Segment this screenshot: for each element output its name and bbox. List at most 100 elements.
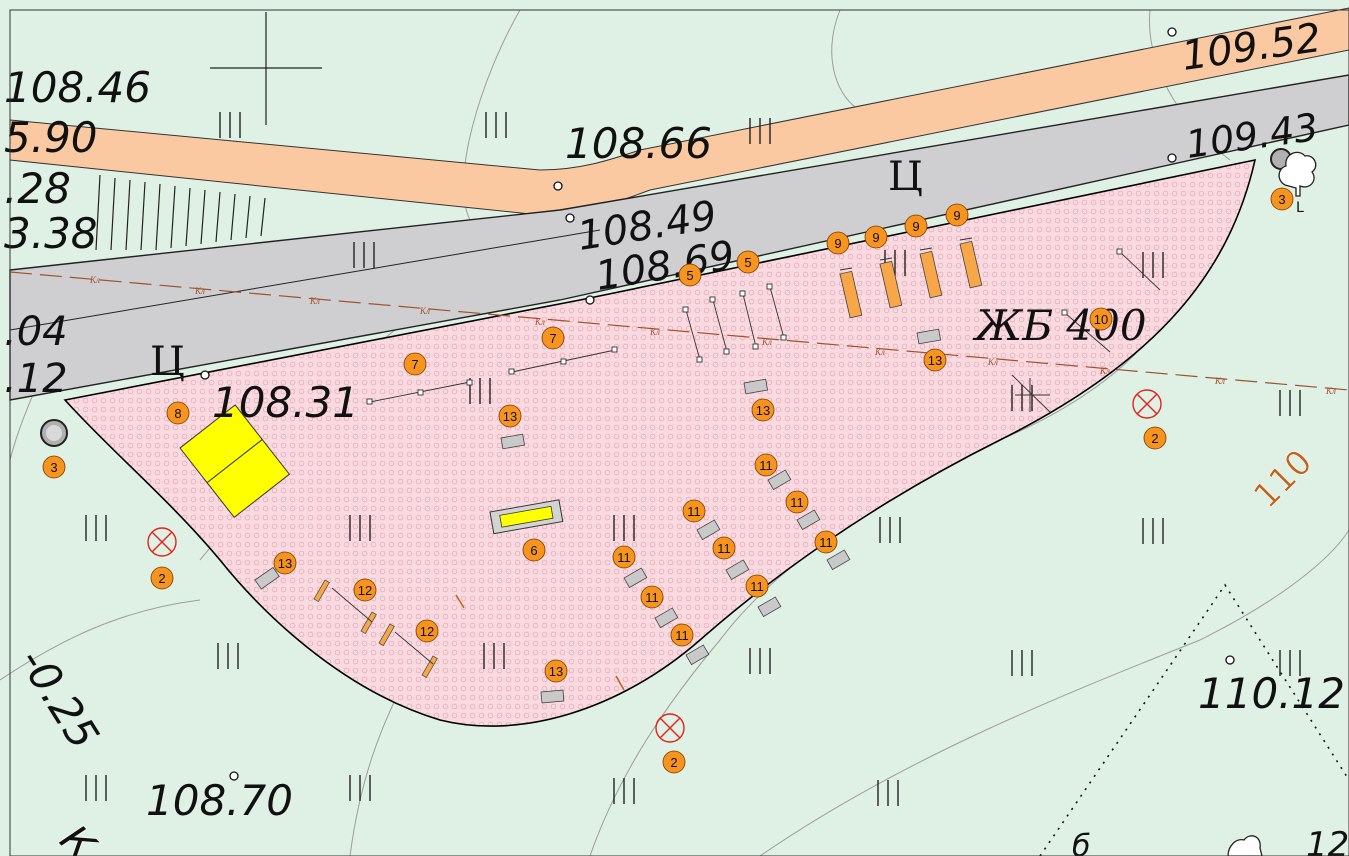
svg-text:7: 7 xyxy=(411,357,418,372)
marker-9: 9 xyxy=(826,231,850,255)
svg-text:.12: .12 xyxy=(4,356,68,402)
pipe-label: ЖБ 400 xyxy=(972,301,1147,350)
letter-l: L xyxy=(1296,200,1304,216)
svg-text:Кл: Кл xyxy=(194,286,205,296)
svg-text:Кл: Кл xyxy=(1099,366,1110,376)
marker-11: 11 xyxy=(612,545,636,569)
svg-text:Кл: Кл xyxy=(874,347,885,357)
marker-12: 12 xyxy=(415,619,439,643)
svg-text:108.70: 108.70 xyxy=(146,776,293,825)
svg-text:Ц: Ц xyxy=(150,339,185,385)
grid-cross xyxy=(210,12,322,125)
svg-text:11: 11 xyxy=(617,550,631,565)
svg-text:9: 9 xyxy=(912,219,919,234)
marker-3: 3 xyxy=(1270,187,1294,211)
bench-posts xyxy=(839,237,973,271)
svg-text:6: 6 xyxy=(530,543,537,558)
svg-text:11: 11 xyxy=(759,458,773,473)
marker-9: 9 xyxy=(904,214,928,238)
svg-text:Кл: Кл xyxy=(89,275,100,285)
svg-text:Кл: Кл xyxy=(309,296,320,306)
svg-text:108.31: 108.31 xyxy=(212,378,359,427)
svg-text:11: 11 xyxy=(819,535,833,550)
manholes xyxy=(40,148,1292,447)
marker-12: 12 xyxy=(353,578,377,602)
svg-text:2: 2 xyxy=(158,571,165,586)
hatched-area xyxy=(95,174,266,251)
letter-b: б xyxy=(1072,829,1091,856)
grey-equipment xyxy=(254,328,942,704)
svg-text:10: 10 xyxy=(1094,312,1108,327)
svg-text:13: 13 xyxy=(549,664,563,679)
svg-text:7: 7 xyxy=(549,331,556,346)
svg-text:11: 11 xyxy=(645,590,659,605)
marker-13: 13 xyxy=(273,551,297,575)
survey-points xyxy=(200,27,1235,781)
svg-text:13: 13 xyxy=(756,403,770,418)
marker-8: 8 xyxy=(166,401,190,425)
svg-text:9: 9 xyxy=(953,208,960,223)
svg-text:11: 11 xyxy=(687,504,701,519)
svg-text:3.38: 3.38 xyxy=(4,209,98,258)
svg-text:110.12: 110.12 xyxy=(1198,669,1345,718)
svg-text:11: 11 xyxy=(675,628,689,643)
marker-9: 9 xyxy=(864,225,888,249)
svg-text:2: 2 xyxy=(1151,431,1158,446)
svg-text:Кл: Кл xyxy=(534,317,545,327)
marker-11: 11 xyxy=(785,490,809,514)
grass-marks xyxy=(85,112,1301,806)
marker-11: 11 xyxy=(682,499,706,523)
marker-7: 7 xyxy=(541,326,565,350)
marker-2: 2 xyxy=(150,566,174,590)
svg-text:11: 11 xyxy=(717,541,731,556)
marker-5: 5 xyxy=(678,263,702,287)
svg-text:Кл: Кл xyxy=(1325,386,1336,396)
hydrants xyxy=(147,389,1162,743)
marker-11: 11 xyxy=(814,530,838,554)
svg-text:13: 13 xyxy=(928,353,942,368)
marker-5: 5 xyxy=(736,250,760,274)
dotted-boundary xyxy=(1039,583,1349,856)
svg-text:.04: .04 xyxy=(4,309,68,355)
svg-text:.28: .28 xyxy=(4,164,71,213)
map-frame xyxy=(9,9,1349,856)
cable-line xyxy=(9,271,1349,391)
marker-6: 6 xyxy=(522,538,546,562)
marker-13: 13 xyxy=(923,348,947,372)
svg-text:5: 5 xyxy=(686,268,693,283)
svg-text:13: 13 xyxy=(278,556,292,571)
marker-11: 11 xyxy=(754,453,778,477)
svg-text:Ц: Ц xyxy=(888,154,923,200)
marker-10: 10 xyxy=(1089,307,1113,331)
svg-text:Кл: Кл xyxy=(649,327,660,337)
marker-11: 11 xyxy=(640,585,664,609)
svg-text:12: 12 xyxy=(1306,825,1349,856)
svg-text:9: 9 xyxy=(872,230,879,245)
marker-11: 11 xyxy=(745,574,769,598)
marker-11: 11 xyxy=(670,623,694,647)
marker-7: 7 xyxy=(403,352,427,376)
yellow-building xyxy=(179,404,291,519)
marker-13: 13 xyxy=(751,398,775,422)
svg-text:Кл: Кл xyxy=(761,337,772,347)
svg-text:3: 3 xyxy=(1278,192,1285,207)
marker-13: 13 xyxy=(498,404,522,428)
marker-11: 11 xyxy=(712,536,736,560)
svg-text:Кл: Кл xyxy=(987,357,998,367)
svg-text:5.90: 5.90 xyxy=(4,113,98,162)
svg-text:11: 11 xyxy=(790,495,804,510)
svg-text:9: 9 xyxy=(834,236,841,251)
marker-2: 2 xyxy=(662,750,686,774)
svg-text:13: 13 xyxy=(503,409,517,424)
svg-text:108.66: 108.66 xyxy=(565,119,712,168)
marker-2: 2 xyxy=(1143,426,1167,450)
svg-text:3: 3 xyxy=(50,460,57,475)
svg-text:8: 8 xyxy=(174,406,181,421)
svg-text:Кл: Кл xyxy=(419,306,430,316)
small-fixtures xyxy=(313,579,438,679)
yellow-sandbox xyxy=(489,499,564,535)
marker-3: 3 xyxy=(42,455,66,479)
svg-text:2: 2 xyxy=(670,755,677,770)
svg-text:Кл: Кл xyxy=(1214,376,1225,386)
